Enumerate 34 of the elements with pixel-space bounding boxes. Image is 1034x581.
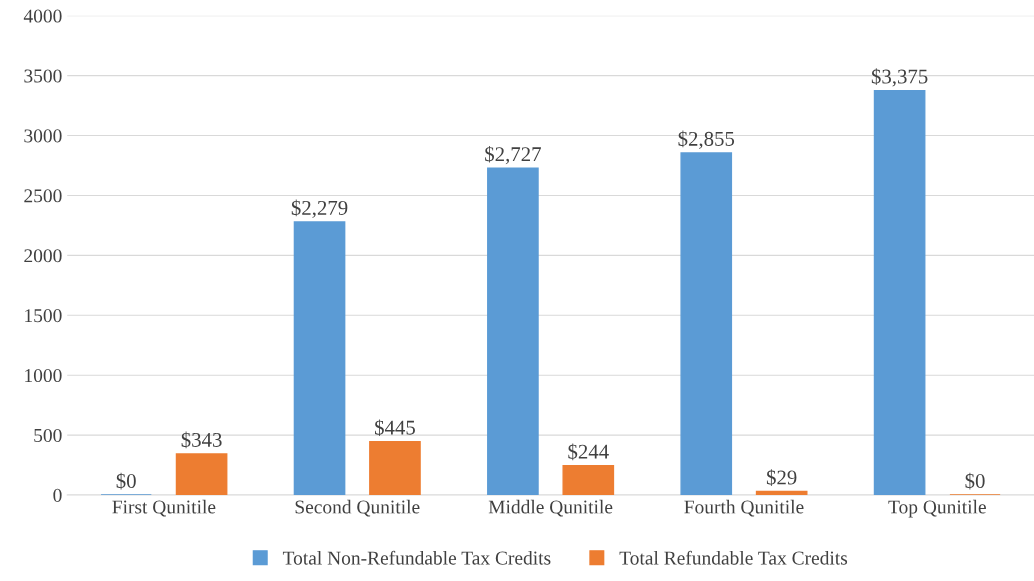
data-label: $0 — [965, 472, 985, 490]
y-tick-label: 1000 — [25, 369, 62, 383]
y-tick-label: 4000 — [23, 9, 62, 23]
legend-label: Total Non-Refundable Tax Credits — [282, 550, 551, 565]
bar — [369, 440, 421, 496]
y-tick-label: 2500 — [24, 189, 62, 203]
data-label: $445 — [375, 419, 415, 437]
bar — [175, 453, 228, 496]
y-tick-label: 0 — [53, 488, 62, 502]
y-tick-label: 3500 — [24, 69, 62, 83]
y-tick-label: 500 — [34, 428, 62, 443]
data-label: $3,375 — [871, 68, 928, 87]
data-label: $2,855 — [678, 130, 735, 149]
x-tick-label: Top Qunitile — [888, 499, 986, 518]
bar — [562, 465, 615, 496]
x-tick-label: Middle Qunitile — [488, 499, 613, 517]
y-tick-label: 3000 — [24, 129, 62, 143]
data-label: $29 — [766, 469, 797, 486]
legend-label: Total Refundable Tax Credits — [619, 550, 848, 565]
y-tick-label: 2000 — [24, 249, 62, 263]
bar — [755, 490, 808, 496]
x-tick-label: First Qunitile — [112, 499, 216, 517]
data-label: $244 — [568, 443, 609, 461]
data-label: $2,727 — [485, 145, 541, 165]
bar — [487, 167, 539, 496]
bar — [293, 221, 346, 496]
bar — [873, 89, 926, 496]
data-label: $0 — [116, 472, 136, 490]
y-tick-label: 1500 — [25, 309, 62, 323]
data-label: $2,279 — [291, 199, 348, 218]
data-label: $343 — [181, 431, 222, 449]
x-tick-label: Second Qunitile — [295, 499, 420, 517]
bar — [680, 152, 733, 496]
x-tick-label: Fourth Qunitile — [684, 499, 804, 517]
